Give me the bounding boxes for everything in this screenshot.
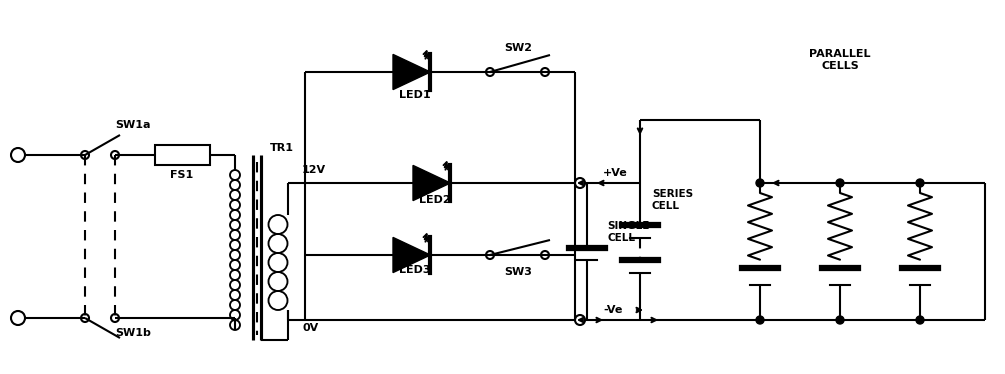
- Text: +Ve: +Ve: [603, 168, 628, 178]
- Text: SERIES
CELL: SERIES CELL: [652, 189, 693, 211]
- Circle shape: [756, 316, 764, 324]
- Text: LED1: LED1: [399, 90, 431, 100]
- Text: 12V: 12V: [302, 165, 327, 175]
- Text: SW1a: SW1a: [115, 120, 151, 130]
- Text: FS1: FS1: [171, 170, 194, 180]
- Text: SW2: SW2: [504, 43, 532, 53]
- Text: TR1: TR1: [270, 143, 294, 153]
- Circle shape: [916, 179, 924, 187]
- Polygon shape: [393, 54, 430, 90]
- Circle shape: [916, 316, 924, 324]
- Text: LED2: LED2: [419, 195, 451, 205]
- Text: SW1b: SW1b: [115, 328, 151, 338]
- Bar: [155, 145, 210, 165]
- Polygon shape: [413, 165, 450, 200]
- Text: PARALLEL
CELLS: PARALLEL CELLS: [809, 49, 870, 71]
- Circle shape: [836, 179, 844, 187]
- Polygon shape: [393, 237, 430, 273]
- Text: 0V: 0V: [302, 323, 319, 333]
- Circle shape: [836, 316, 844, 324]
- Text: SW3: SW3: [505, 267, 532, 277]
- Text: -Ve: -Ve: [603, 305, 622, 315]
- Text: SINGLE
CELL: SINGLE CELL: [607, 221, 649, 243]
- Text: LED3: LED3: [399, 265, 431, 275]
- Circle shape: [756, 179, 764, 187]
